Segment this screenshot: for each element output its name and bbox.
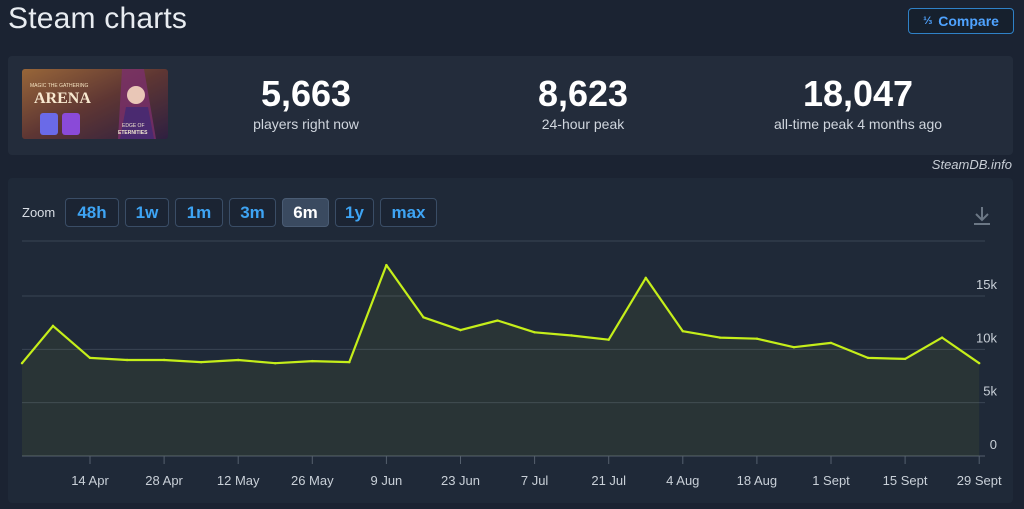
y-tick-label: 15k: [976, 277, 997, 292]
data-point[interactable]: [718, 336, 722, 339]
data-point[interactable]: [607, 338, 610, 341]
data-point[interactable]: [829, 341, 833, 345]
data-point[interactable]: [199, 360, 203, 364]
data-point[interactable]: [866, 356, 870, 360]
x-tick-label: 12 May: [217, 473, 260, 488]
data-point[interactable]: [88, 356, 92, 360]
data-point[interactable]: [792, 346, 796, 349]
zoom-3m-button[interactable]: 3m: [229, 198, 276, 227]
stat-current-label: players right now: [253, 116, 359, 132]
download-icon[interactable]: [970, 204, 994, 228]
data-point[interactable]: [533, 331, 536, 334]
zoom-max-button[interactable]: max: [380, 198, 437, 227]
game-artwork: MAGIC THE GATHERING ARENA EDGE OF ETERNI…: [22, 69, 168, 139]
data-point[interactable]: [644, 276, 647, 280]
stat-24h-peak-value: 8,623: [537, 73, 629, 114]
data-point[interactable]: [978, 362, 981, 365]
x-tick-label: 7 Jul: [521, 473, 549, 488]
x-tick-label: 28 Apr: [145, 473, 183, 488]
stat-all-time-peak: 18,047 all-time peak 4 months ago: [748, 73, 968, 133]
zoom-1m-button[interactable]: 1m: [175, 198, 223, 227]
stat-24h-peak: 8,623 24-hour peak: [508, 73, 658, 133]
steamdb-credit[interactable]: SteamDB.info: [931, 157, 1012, 172]
zoom-1y-button[interactable]: 1y: [335, 198, 374, 227]
game-logo-top: MAGIC THE GATHERING: [30, 83, 89, 89]
y-tick-label: 5k: [983, 384, 997, 399]
data-point[interactable]: [385, 263, 388, 267]
stats-panel: MAGIC THE GATHERING ARENA EDGE OF ETERNI…: [8, 56, 1013, 155]
data-point[interactable]: [940, 336, 944, 339]
page-title: Steam charts: [8, 2, 188, 35]
data-point[interactable]: [496, 319, 499, 322]
compare-label: Compare: [938, 13, 999, 29]
expansion-logo-2: ETERNITIES: [118, 130, 148, 136]
zoom-1w-button[interactable]: 1w: [125, 198, 169, 227]
data-point[interactable]: [20, 362, 24, 365]
data-point[interactable]: [459, 328, 462, 332]
x-tick-label: 14 Apr: [71, 473, 109, 488]
data-point[interactable]: [237, 358, 240, 362]
data-point[interactable]: [125, 358, 129, 362]
y-tick-label: 10k: [976, 330, 997, 345]
stat-current: 5,663 players right now: [231, 73, 381, 133]
zoom-48h-button[interactable]: 48h: [65, 198, 119, 227]
game-logo-main: ARENA: [34, 90, 91, 107]
x-tick-label: 9 Jun: [370, 473, 402, 488]
x-tick-label: 23 Jun: [441, 473, 480, 488]
x-tick-label: 1 Sept: [812, 473, 850, 488]
zoom-label: Zoom: [22, 205, 56, 220]
data-point[interactable]: [570, 334, 573, 337]
data-point[interactable]: [681, 330, 684, 333]
data-point[interactable]: [422, 316, 425, 319]
expansion-logo-1: EDGE OF: [122, 123, 145, 129]
data-point[interactable]: [348, 360, 351, 364]
data-point[interactable]: [274, 362, 277, 365]
y-tick-label: 0: [990, 437, 997, 452]
chart-panel: [8, 178, 1013, 503]
x-tick-label: 26 May: [291, 473, 334, 488]
data-point[interactable]: [311, 359, 314, 363]
series-area: [22, 265, 980, 456]
game-image[interactable]: MAGIC THE GATHERING ARENA EDGE OF ETERNI…: [22, 69, 168, 139]
data-point[interactable]: [903, 357, 907, 361]
stat-all-time-peak-label: all-time peak 4 months ago: [773, 116, 943, 132]
x-tick-label: 21 Jul: [591, 473, 626, 488]
stat-current-value: 5,663: [260, 73, 352, 114]
x-tick-label: 29 Sept: [957, 473, 1002, 488]
x-tick-label: 4 Aug: [666, 473, 699, 488]
fraction-icon: ⅓: [923, 14, 933, 27]
stat-24h-peak-label: 24-hour peak: [541, 116, 625, 132]
data-point[interactable]: [755, 337, 759, 340]
compare-button[interactable]: ⅓ Compare: [908, 8, 1014, 34]
x-tick-label: 18 Aug: [737, 473, 778, 488]
data-point[interactable]: [162, 358, 166, 362]
stat-all-time-peak-value: 18,047: [802, 73, 914, 114]
data-point[interactable]: [51, 324, 55, 328]
x-tick-label: 15 Sept: [883, 473, 928, 488]
zoom-6m-button[interactable]: 6m: [282, 198, 329, 227]
